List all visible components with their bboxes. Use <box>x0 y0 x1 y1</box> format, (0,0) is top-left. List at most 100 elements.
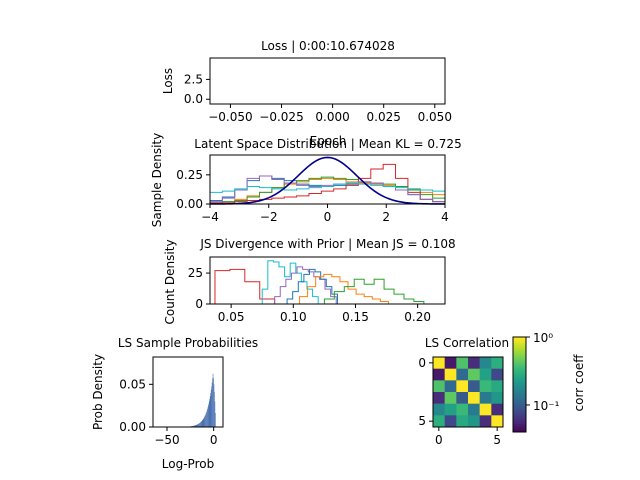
latent-xtick-label: 2 <box>382 210 390 224</box>
colorbar-segment <box>513 398 526 401</box>
heatmap-xtick-label: 5 <box>493 433 501 447</box>
latent-ytick-label: 0.00 <box>176 197 203 211</box>
correlation-axes-frame <box>432 356 504 428</box>
latent-histogram-series-5 <box>209 182 446 204</box>
colorbar-segment <box>513 348 526 352</box>
logprob-bar <box>196 424 198 427</box>
latent-histogram-series-2 <box>209 176 446 204</box>
colorbar-frame <box>512 336 527 433</box>
logprob-ytick-label: 0.05 <box>119 377 146 391</box>
heatmap-cell <box>468 380 480 393</box>
heatmap-cell <box>479 392 492 404</box>
logprob-bar <box>196 424 197 427</box>
logprob-xtick-label: 0 <box>210 433 218 447</box>
logprob-bar <box>213 384 215 427</box>
colorbar-segment <box>513 376 526 380</box>
heatmap-cell <box>479 415 492 428</box>
latent-title: Latent Space Distribution | Mean KL = 0.… <box>194 137 461 151</box>
latent-histogram-series-3 <box>209 163 446 204</box>
heatmap-cell <box>468 403 480 416</box>
logprob-panel: LS Sample Probabilities −50 0 0.00 0.05 Log… <box>91 336 258 471</box>
heatmap-ytick-label: 5 <box>418 414 426 428</box>
logprob-bar <box>201 420 203 427</box>
js-axes-frame <box>209 256 446 305</box>
logprob-bar <box>198 423 200 427</box>
heatmap-cell <box>456 357 469 369</box>
colorbar-segment <box>513 340 526 344</box>
logprob-bar <box>210 393 211 427</box>
loss-xtick-label: 0.050 <box>418 110 452 124</box>
colorbar-segment <box>513 374 526 378</box>
logprob-bar <box>214 401 216 427</box>
latent-panel: −4 −2 0 2 4 0.00 0.25 Latent Space Distributio… <box>150 133 462 227</box>
colorbar-segment <box>513 388 526 391</box>
colorbar-segment <box>513 430 526 433</box>
heatmap-cell <box>468 415 480 428</box>
colorbar-segment <box>513 390 526 393</box>
logprob-bar <box>208 403 210 427</box>
logprob-bar <box>207 409 208 427</box>
heatmap-cell <box>456 368 469 381</box>
logprob-bar <box>210 389 212 427</box>
heatmap-cell <box>444 415 457 428</box>
logprob-bar <box>199 423 200 427</box>
logprob-bar <box>209 401 210 427</box>
logprob-bar <box>202 420 203 427</box>
logprob-bar <box>194 425 195 427</box>
colorbar-segment <box>513 396 526 399</box>
colorbar-segment <box>513 422 526 425</box>
logprob-bar <box>199 422 201 427</box>
latent-xtick-label: −4 <box>201 210 219 224</box>
heatmap-cell <box>433 392 445 404</box>
logprob-bar <box>195 425 197 427</box>
heatmap-cell <box>479 368 492 381</box>
loss-ylabel: Loss <box>161 68 175 94</box>
heatmap-cell <box>491 392 504 404</box>
loss-xtick-label: −0.025 <box>259 110 303 124</box>
heatmap-cell <box>491 403 504 416</box>
heatmap-cell <box>479 357 492 369</box>
heatmap-cell <box>456 380 469 393</box>
logprob-bar <box>193 425 194 427</box>
colorbar-segment <box>513 418 526 421</box>
js-histogram-series-2 <box>274 266 337 304</box>
colorbar-segment <box>513 356 526 360</box>
heatmap-cell <box>491 357 504 369</box>
logprob-bar <box>200 421 202 427</box>
colorbar-segment <box>513 344 526 348</box>
colorbar-segment <box>513 380 526 384</box>
heatmap-cell <box>491 415 504 428</box>
colorbar-segment <box>513 414 526 417</box>
heatmap-cell <box>468 392 480 404</box>
logprob-bar <box>215 412 216 427</box>
js-histogram-series-1 <box>261 260 319 304</box>
colorbar-segment <box>513 354 526 358</box>
colorbar-segment <box>513 426 526 429</box>
js-histogram-series-0 <box>214 268 276 304</box>
colorbar-segment <box>513 412 526 415</box>
js-histogram-series-5 <box>323 278 425 304</box>
colorbar-segment <box>513 342 526 346</box>
js-ylabel: Count Density <box>163 239 177 324</box>
logprob-bar <box>200 422 201 427</box>
logprob-bar <box>204 416 205 427</box>
latent-axes-frame <box>209 154 446 205</box>
heatmap-cell <box>479 403 492 416</box>
latent-prior-curve <box>209 156 446 205</box>
logprob-bar <box>203 417 205 427</box>
heatmap-cell <box>433 368 445 381</box>
heatmap-ytick-label: 0 <box>418 356 426 370</box>
latent-ylabel: Sample Density <box>150 133 164 227</box>
logprob-bar <box>197 424 198 427</box>
js-xtick-label: 0.20 <box>404 310 431 324</box>
correlation-title: LS Correlation <box>425 336 509 350</box>
logprob-bar <box>214 391 215 427</box>
colorbar-segment <box>513 352 526 356</box>
heatmap-xtick-label: 0 <box>435 433 443 447</box>
heatmap-cell <box>468 368 480 381</box>
js-panel: 0.05 0.10 0.15 0.20 0 25 JS Divergence with P… <box>163 237 456 325</box>
heatmap-cell <box>491 380 504 393</box>
loss-xtick-label: −0.050 <box>208 110 252 124</box>
heatmap-cell <box>456 415 469 428</box>
colorbar-segment <box>513 360 526 364</box>
